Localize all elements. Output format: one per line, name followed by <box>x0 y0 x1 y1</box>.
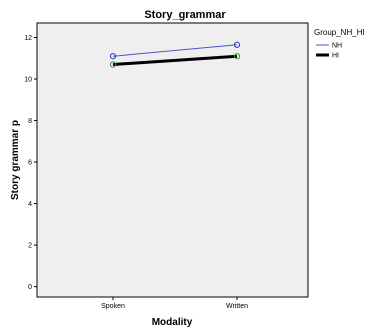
y-axis-title: Story grammar p <box>10 120 21 200</box>
data-point-nh-spoken <box>109 53 117 60</box>
legend-label-nh: NH <box>332 43 342 50</box>
y-tick-label: 12 <box>24 35 32 42</box>
x-tick-label: Written <box>226 303 248 310</box>
y-tick-label: 4 <box>28 201 32 208</box>
data-point-hi-spoken <box>109 61 117 68</box>
y-axis: 0 2 4 6 8 10 12 <box>24 35 37 291</box>
series-line-nh <box>112 44 238 57</box>
x-tick-label: Spoken <box>101 303 125 310</box>
y-tick-label: 10 <box>24 77 32 84</box>
chart-title: Story_grammar <box>144 9 226 21</box>
legend: Group_NH_HI NH HI <box>314 28 365 60</box>
x-axis-title: Modality <box>152 317 193 328</box>
y-tick-label: 6 <box>28 160 32 167</box>
data-point-hi-written <box>233 53 241 60</box>
legend-title: Group_NH_HI <box>314 28 365 37</box>
series-line-hi <box>112 54 238 67</box>
y-tick-label: 0 <box>28 284 32 291</box>
plot-area <box>36 22 309 298</box>
legend-label-hi: HI <box>332 53 339 60</box>
x-axis: Spoken Written <box>101 297 248 310</box>
y-tick-label: 8 <box>28 118 32 125</box>
series-layer <box>109 41 241 68</box>
data-point-nh-written <box>233 41 241 48</box>
y-tick-label: 2 <box>28 243 32 250</box>
